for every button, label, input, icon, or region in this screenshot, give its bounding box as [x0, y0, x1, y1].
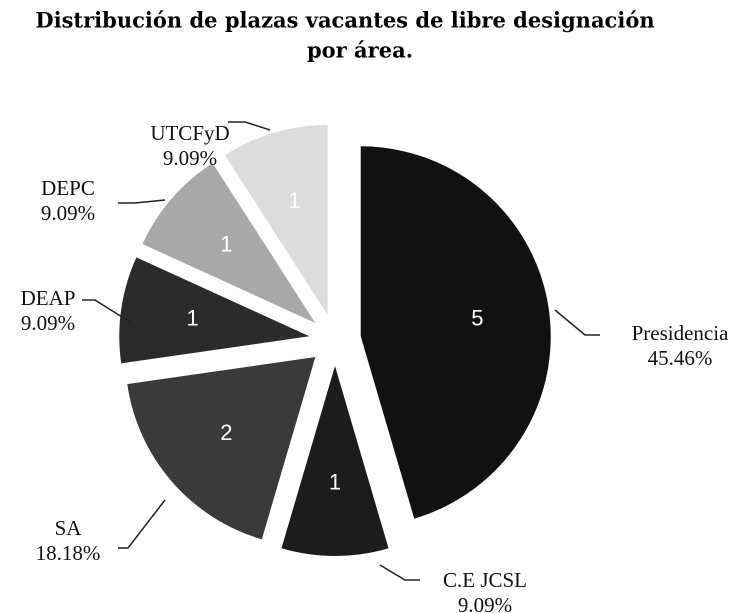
pie-slice: [224, 125, 328, 316]
slice-value-label: 5: [471, 305, 483, 330]
leader-line: [118, 499, 166, 549]
slice-value-label: 2: [220, 420, 232, 445]
percent-label: 9.09%: [21, 311, 75, 335]
slice-value-label: 1: [329, 470, 341, 495]
percent-label: 9.09%: [458, 593, 512, 613]
category-label: Presidencia: [632, 321, 729, 345]
category-label: UTCFyD: [150, 121, 229, 145]
leader-line: [379, 564, 420, 581]
percent-label: 9.09%: [163, 146, 217, 170]
category-label: DEAP: [21, 286, 76, 310]
category-label: C.E JCSL: [443, 568, 527, 592]
leader-line: [554, 309, 600, 336]
pie-slice: [119, 257, 310, 364]
slice-value-label: 1: [187, 305, 199, 330]
leader-line: [118, 199, 166, 204]
chart-subtitle: por área.: [307, 38, 413, 63]
leader-line: [228, 121, 271, 131]
pie-slice: [142, 163, 316, 323]
pie-slice: [360, 146, 551, 519]
category-label: SA: [55, 516, 83, 540]
chart-title: Distribución de plazas vacantes de libre…: [35, 8, 654, 33]
pie-slice: [281, 366, 389, 557]
percent-label: 18.18%: [36, 541, 101, 565]
category-label: DEPC: [41, 176, 95, 200]
slice-value-label: 1: [288, 188, 300, 213]
percent-label: 45.46%: [648, 346, 713, 370]
slice-value-label: 1: [220, 232, 232, 257]
percent-label: 9.09%: [41, 201, 95, 225]
leader-line: [82, 299, 131, 323]
pie-slice: [127, 357, 316, 540]
